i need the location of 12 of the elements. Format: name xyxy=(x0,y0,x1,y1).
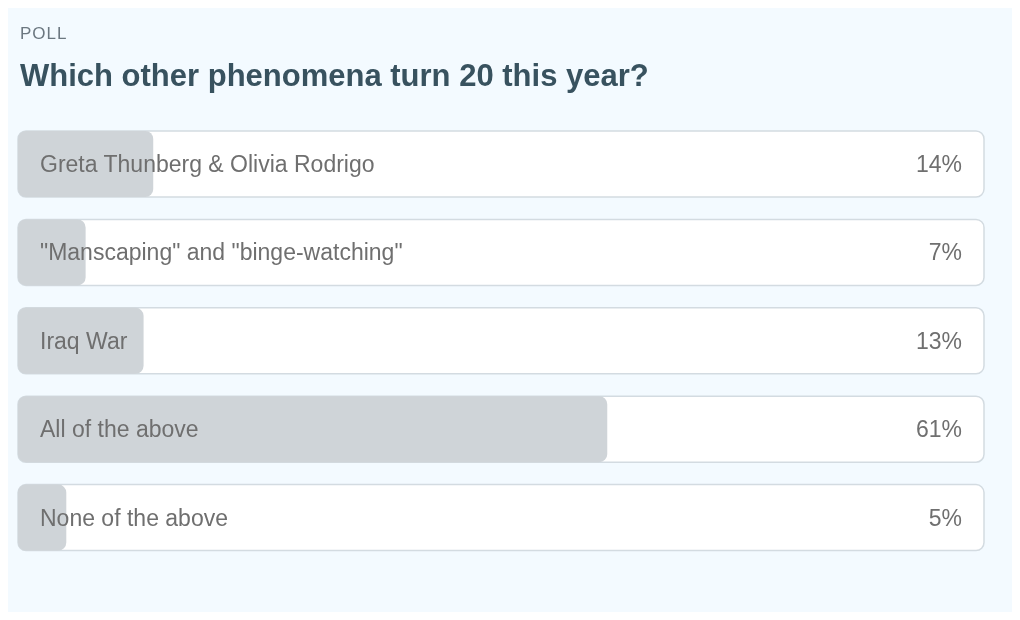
y-tick-label: "Manscaping" and "binge-watching" xyxy=(40,239,403,266)
y-tick-label: Iraq War xyxy=(40,327,128,354)
data-label: 7% xyxy=(928,239,962,266)
y-tick-label: None of the above xyxy=(40,504,228,531)
y-tick-label: All of the above xyxy=(40,416,199,443)
chart-subtitle: POLL xyxy=(20,24,69,44)
data-label: 14% xyxy=(915,151,962,178)
chart-title: Which other phenomena turn 20 this year? xyxy=(20,58,650,94)
data-label: 13% xyxy=(915,327,962,354)
data-label: 5% xyxy=(928,504,962,531)
y-tick-label: Greta Thunberg & Olivia Rodrigo xyxy=(40,151,375,178)
data-label: 61% xyxy=(915,416,962,443)
